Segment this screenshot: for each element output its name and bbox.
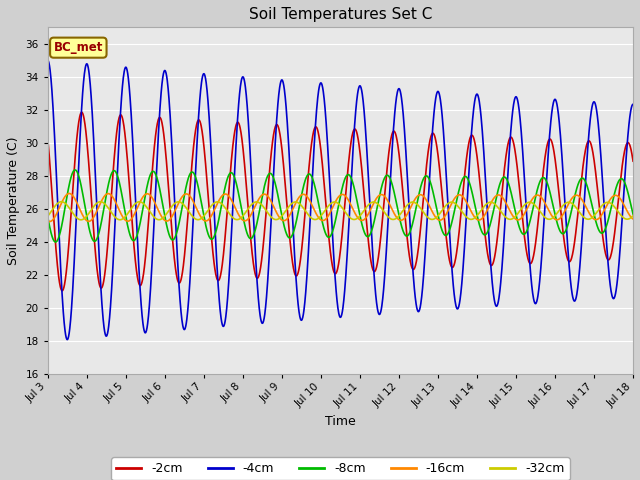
- -16cm: [629, 216, 637, 222]
- -4cm: [629, 101, 637, 107]
- Line: -4cm: -4cm: [48, 60, 633, 339]
- -2cm: [78, 109, 86, 115]
- -8cm: [71, 167, 79, 173]
- -2cm: [613, 213, 621, 218]
- -4cm: [612, 288, 620, 293]
- -2cm: [629, 158, 637, 164]
- -4cm: [329, 235, 337, 240]
- -2cm: [44, 136, 52, 142]
- -2cm: [329, 265, 337, 271]
- -2cm: [58, 288, 66, 294]
- Line: -16cm: -16cm: [48, 193, 633, 221]
- -4cm: [44, 58, 52, 63]
- -8cm: [506, 183, 513, 189]
- -8cm: [612, 184, 620, 190]
- -32cm: [58, 199, 65, 204]
- Line: -2cm: -2cm: [48, 112, 633, 291]
- -16cm: [46, 218, 54, 224]
- -16cm: [44, 218, 52, 224]
- -2cm: [314, 127, 321, 132]
- -16cm: [314, 213, 321, 219]
- -32cm: [314, 216, 321, 222]
- Title: Soil Temperatures Set C: Soil Temperatures Set C: [249, 7, 432, 22]
- -4cm: [612, 286, 620, 291]
- -8cm: [52, 239, 60, 245]
- Y-axis label: Soil Temperature (C): Soil Temperature (C): [7, 137, 20, 265]
- -32cm: [613, 207, 621, 213]
- Legend: -2cm, -4cm, -8cm, -16cm, -32cm: -2cm, -4cm, -8cm, -16cm, -32cm: [111, 457, 570, 480]
- -32cm: [506, 216, 513, 222]
- -32cm: [77, 217, 84, 223]
- -32cm: [329, 199, 337, 205]
- -32cm: [612, 206, 620, 212]
- -2cm: [506, 137, 513, 143]
- -8cm: [629, 211, 637, 217]
- -16cm: [612, 192, 620, 198]
- -8cm: [613, 183, 621, 189]
- X-axis label: Time: Time: [325, 415, 356, 428]
- -8cm: [314, 195, 321, 201]
- -2cm: [74, 125, 82, 131]
- Text: BC_met: BC_met: [54, 41, 103, 54]
- -4cm: [505, 155, 513, 160]
- -16cm: [329, 204, 337, 210]
- Line: -32cm: -32cm: [48, 202, 633, 220]
- -8cm: [44, 214, 52, 220]
- Line: -8cm: -8cm: [48, 170, 633, 242]
- -4cm: [74, 178, 82, 184]
- -16cm: [74, 203, 82, 209]
- -16cm: [65, 191, 73, 196]
- -8cm: [329, 228, 337, 233]
- -2cm: [612, 216, 620, 221]
- -32cm: [629, 213, 637, 218]
- -16cm: [613, 192, 621, 198]
- -32cm: [74, 216, 82, 222]
- -32cm: [44, 213, 52, 219]
- -8cm: [74, 171, 82, 177]
- -16cm: [506, 206, 513, 212]
- -4cm: [63, 336, 71, 342]
- -4cm: [314, 101, 321, 107]
